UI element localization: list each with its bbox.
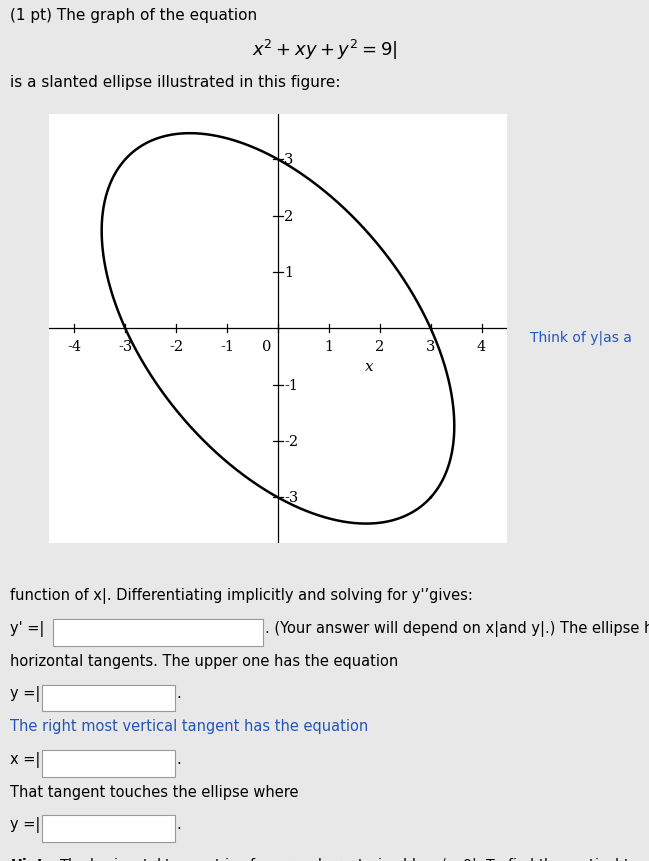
Text: y =|: y =| — [10, 685, 40, 702]
Text: (1 pt) The graph of the equation: (1 pt) The graph of the equation — [10, 8, 257, 23]
Text: 1: 1 — [284, 266, 293, 280]
Text: horizontal tangents. The upper one has the equation: horizontal tangents. The upper one has t… — [10, 653, 398, 668]
Text: $\mathbf{Hint:}$ The horizontal tangent is of course characterized by $y' = 0$|.: $\mathbf{Hint:}$ The horizontal tangent … — [10, 856, 649, 861]
Text: . (Your answer will depend on x|and y|.) The ellipse has two: . (Your answer will depend on x|and y|.)… — [265, 620, 649, 636]
Text: -2: -2 — [284, 435, 298, 449]
Text: x: x — [365, 360, 374, 374]
Text: -1: -1 — [284, 378, 298, 393]
Text: 1: 1 — [324, 339, 334, 353]
Text: 3: 3 — [426, 339, 435, 353]
Text: y' =|: y' =| — [10, 620, 44, 636]
Text: 0: 0 — [262, 339, 272, 353]
Text: $x^2 + xy + y^2 = 9$|: $x^2 + xy + y^2 = 9$| — [252, 38, 397, 62]
Text: .: . — [177, 816, 181, 832]
Text: -2: -2 — [169, 339, 183, 353]
Text: -3: -3 — [118, 339, 132, 353]
Text: function of x|. Differentiating implicitly and solving for y'’gives:: function of x|. Differentiating implicit… — [10, 588, 472, 604]
Text: -1: -1 — [220, 339, 234, 353]
Text: x =|: x =| — [10, 751, 40, 767]
Text: 4: 4 — [477, 339, 486, 353]
Text: y =|: y =| — [10, 816, 40, 833]
Text: is a slanted ellipse illustrated in this figure:: is a slanted ellipse illustrated in this… — [10, 75, 340, 90]
Text: Think of y|as a: Think of y|as a — [530, 331, 631, 345]
Text: 2: 2 — [284, 209, 293, 223]
Text: That tangent touches the ellipse where: That tangent touches the ellipse where — [10, 784, 299, 799]
Text: -3: -3 — [284, 491, 299, 505]
Text: .: . — [177, 685, 181, 701]
Text: The right most vertical tangent has the equation: The right most vertical tangent has the … — [10, 718, 368, 734]
Text: .: . — [177, 751, 181, 766]
Text: -4: -4 — [67, 339, 82, 353]
Text: 2: 2 — [375, 339, 384, 353]
Text: 3: 3 — [284, 153, 293, 167]
